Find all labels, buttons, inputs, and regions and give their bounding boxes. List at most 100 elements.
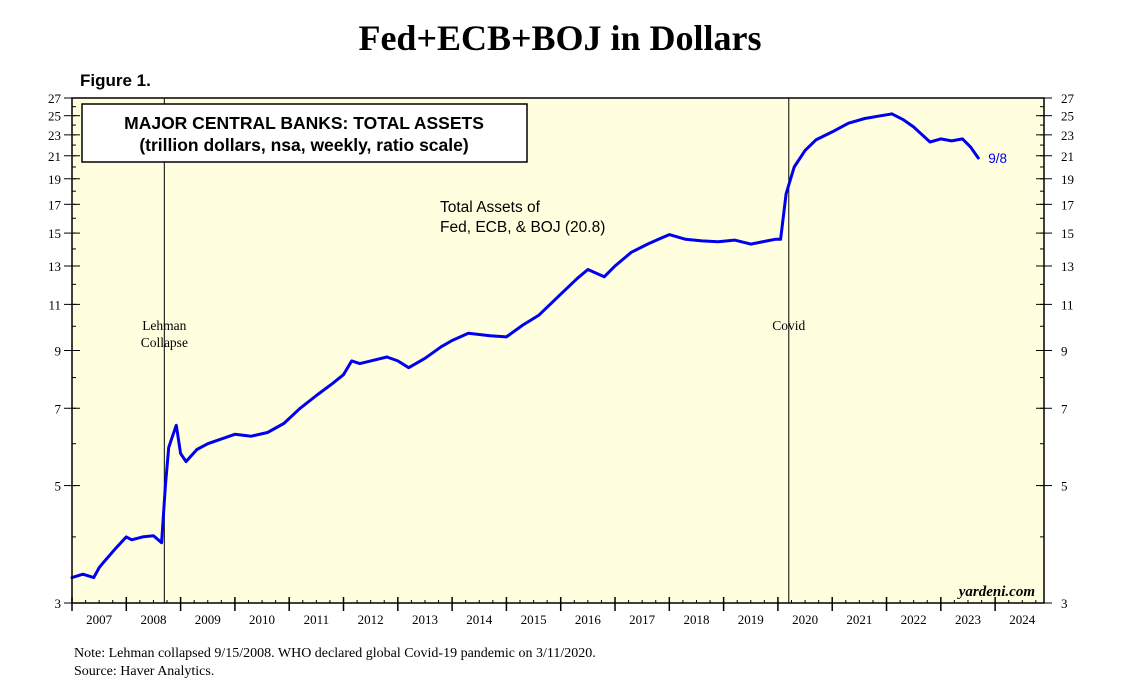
data-point (92, 576, 95, 579)
plot-background (72, 98, 1044, 603)
data-point (114, 547, 117, 550)
y-tick-label-left: 3 (55, 596, 62, 611)
data-point (586, 268, 590, 271)
series-layer: 9/8 (70, 112, 1007, 580)
data-point (774, 238, 777, 241)
data-point (668, 233, 671, 236)
page-title: Fed+ECB+BOJ in Dollars (358, 18, 761, 58)
data-point (814, 138, 818, 142)
y-tick-label-left: 23 (48, 128, 61, 143)
x-tick-label: 2019 (738, 612, 764, 627)
x-tick-label: 2012 (358, 612, 384, 627)
data-point (396, 359, 400, 363)
y-tick-label-right: 3 (1061, 596, 1068, 611)
data-point (407, 366, 410, 369)
data-point (928, 140, 932, 144)
series-label-line-2: Fed, ECB, & BOJ (20.8) (440, 219, 605, 236)
data-point (167, 446, 170, 449)
data-point (160, 541, 163, 544)
y-tick-label-left: 13 (48, 259, 61, 274)
data-point (803, 149, 807, 152)
data-point (130, 538, 133, 541)
data-point (505, 335, 508, 339)
plot-frame (71, 97, 1045, 604)
y-tick-label-left: 11 (48, 297, 61, 312)
x-tick-label: 2020 (792, 612, 818, 627)
y-tick-label-right: 5 (1061, 479, 1068, 494)
data-point (831, 130, 834, 134)
data-point (630, 251, 633, 254)
data-point (385, 355, 389, 359)
data-point (749, 242, 752, 246)
x-tick-label: 2014 (466, 612, 493, 627)
data-point (847, 121, 850, 125)
data-point (217, 438, 220, 442)
data-point (575, 277, 579, 280)
x-tick-label: 2024 (1009, 612, 1036, 627)
y-tick-label-right: 17 (1061, 197, 1075, 212)
data-point (331, 382, 334, 385)
x-tick-label: 2009 (195, 612, 221, 627)
data-point (350, 359, 353, 363)
series-label-line-1: Total Assets of (440, 199, 541, 216)
data-point (315, 394, 318, 397)
data-point (81, 573, 85, 576)
data-point (195, 448, 199, 451)
data-point (733, 238, 736, 242)
data-point (97, 566, 101, 569)
note-line-2: Source: Haver Analytics. (74, 664, 214, 679)
y-tick-label-right: 23 (1061, 128, 1074, 143)
y-tick-label-right: 21 (1061, 149, 1074, 164)
note-line-1: Note: Lehman collapsed 9/15/2008. WHO de… (74, 646, 596, 661)
data-point (939, 137, 943, 141)
data-point (969, 145, 972, 149)
x-tick-label: 2007 (86, 612, 113, 627)
data-point (521, 323, 524, 327)
x-tick-label: 2010 (249, 612, 275, 627)
data-point (369, 359, 372, 363)
x-tick-label: 2018 (683, 612, 709, 627)
y-tick-label-right: 15 (1061, 226, 1074, 241)
y-tick-label-left: 19 (48, 172, 61, 187)
data-point (249, 434, 253, 438)
event-label: Covid (772, 318, 805, 333)
data-point (152, 534, 155, 537)
data-point (488, 334, 492, 337)
data-point (103, 559, 106, 563)
x-tick-label: 2022 (901, 612, 927, 627)
data-point (961, 137, 964, 141)
data-point (467, 332, 470, 335)
x-tick-label: 2023 (955, 612, 981, 627)
data-point (784, 192, 788, 195)
y-tick-label-right: 27 (1061, 91, 1075, 106)
data-point (164, 484, 167, 487)
y-tick-label-left: 27 (48, 91, 62, 106)
x-tick-label: 2013 (412, 612, 438, 627)
data-point (358, 362, 361, 365)
data-point (190, 454, 193, 457)
data-point (700, 239, 704, 243)
y-tick-label-left: 17 (48, 197, 62, 212)
data-point (765, 239, 769, 243)
y-tick-label-left: 7 (55, 401, 62, 416)
y-tick-label-right: 19 (1061, 172, 1074, 187)
event-label: Collapse (141, 335, 188, 350)
title-box-line-2: (trillion dollars, nsa, weekly, ratio sc… (139, 135, 468, 155)
data-point (537, 313, 541, 317)
data-point (684, 238, 687, 241)
data-point (716, 240, 720, 243)
event-label: Lehman (142, 318, 186, 333)
data-point (779, 238, 782, 241)
y-tick-label-right: 13 (1061, 259, 1074, 274)
title-box: MAJOR CENTRAL BANKS: TOTAL ASSETS (trill… (81, 103, 528, 163)
figure-label: Figure 1. (80, 71, 151, 90)
data-point (423, 357, 427, 360)
y-tick-label-left: 5 (55, 479, 62, 494)
data-point (282, 422, 285, 425)
x-tick-label: 2008 (140, 612, 166, 627)
y-tick-label-right: 25 (1061, 109, 1074, 124)
data-point (125, 535, 128, 539)
y-tick-label-left: 25 (48, 109, 61, 124)
data-point (450, 339, 454, 342)
data-point (206, 442, 209, 445)
